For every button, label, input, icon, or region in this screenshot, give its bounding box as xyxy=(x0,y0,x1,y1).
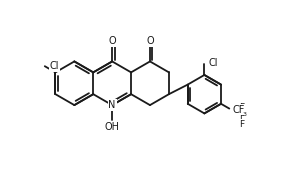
Text: F: F xyxy=(239,112,244,121)
Text: O: O xyxy=(108,36,116,46)
Text: O: O xyxy=(146,36,154,46)
Text: Cl: Cl xyxy=(50,61,59,71)
Text: F: F xyxy=(239,103,244,112)
Text: F: F xyxy=(239,120,244,129)
Text: OH: OH xyxy=(105,122,120,132)
Text: CF: CF xyxy=(232,105,244,115)
Text: N: N xyxy=(108,100,116,110)
Text: Cl: Cl xyxy=(209,58,218,68)
Text: 3: 3 xyxy=(243,111,247,117)
